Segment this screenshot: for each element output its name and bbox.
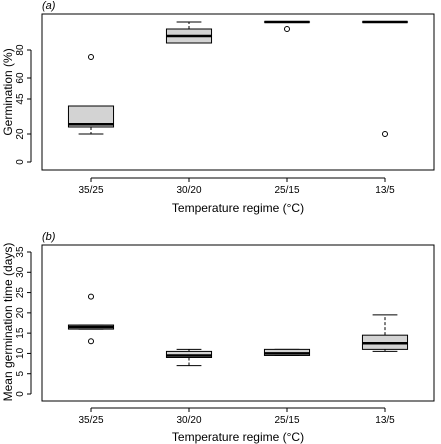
outlier-point (88, 54, 94, 60)
box-group-25-15 (263, 348, 311, 356)
panel-b-x-ticks: 35/25 30/20 25/15 13/5 (78, 408, 395, 426)
panel-b-x-title: Temperature regime (°C) (172, 430, 304, 444)
box-group-13-5 (361, 314, 409, 352)
x-tick-label: 13/5 (375, 185, 395, 196)
y-tick-label: 35 (15, 246, 26, 258)
outlier-point (284, 26, 290, 32)
y-tick-label: 20 (15, 128, 26, 140)
panel-a: (a) 0 20 45 60 80 35/25 30/20 25/15 13/5 Temper… (1, 0, 435, 215)
y-tick-label: 0 (15, 159, 26, 165)
x-tick-label: 35/25 (78, 185, 103, 196)
y-tick-label: 10 (15, 347, 26, 359)
x-tick-label: 25/15 (274, 415, 299, 426)
y-tick-label: 0 (15, 391, 26, 397)
y-tick-label: 25 (15, 287, 26, 299)
box-group-30-20 (165, 348, 213, 367)
panel-a-y-title: Germination (%) (1, 48, 15, 135)
panel-b: (b) 0 5 10 15 20 25 30 35 35/25 30/20 25/15 13/5 T… (1, 231, 435, 444)
x-tick-label: 30/20 (176, 415, 201, 426)
panel-b-y-ticks: 0 5 10 15 20 25 30 35 (15, 246, 31, 397)
y-tick-label: 30 (15, 266, 26, 278)
panel-b-y-title: Mean germination time (days) (1, 243, 15, 402)
box-group-30-20 (165, 21, 213, 44)
panel-a-x-title: Temperature regime (°C) (172, 201, 304, 215)
outlier-point (88, 293, 94, 300)
y-tick-label: 20 (15, 307, 26, 319)
x-tick-label: 13/5 (375, 415, 395, 426)
panel-a-plot-frame (41, 13, 435, 171)
y-tick-label: 80 (15, 44, 26, 56)
x-tick-label: 35/25 (78, 415, 103, 426)
outlier-point (88, 338, 94, 345)
box-group-25-15 (263, 20, 311, 32)
panel-a-y-ticks: 0 20 45 60 80 (15, 44, 31, 165)
iqr-box (67, 105, 115, 128)
panel-a-boxes (67, 20, 409, 137)
panel-b-tag: (b) (42, 231, 56, 243)
panel-b-boxes (67, 293, 409, 367)
y-tick-label: 5 (15, 370, 26, 376)
box-group-35-25 (67, 293, 115, 345)
panel-a-x-ticks: 35/25 30/20 25/15 13/5 (78, 178, 395, 196)
box-group-35-25 (67, 54, 115, 135)
y-tick-label: 15 (15, 327, 26, 339)
y-tick-label: 45 (15, 93, 26, 105)
panel-b-plot-frame (41, 244, 435, 402)
box-group-13-5 (361, 20, 409, 137)
outlier-point (382, 131, 388, 137)
y-tick-label: 60 (15, 72, 26, 84)
x-tick-label: 25/15 (274, 185, 299, 196)
panel-a-tag: (a) (42, 0, 56, 12)
x-tick-label: 30/20 (176, 185, 201, 196)
